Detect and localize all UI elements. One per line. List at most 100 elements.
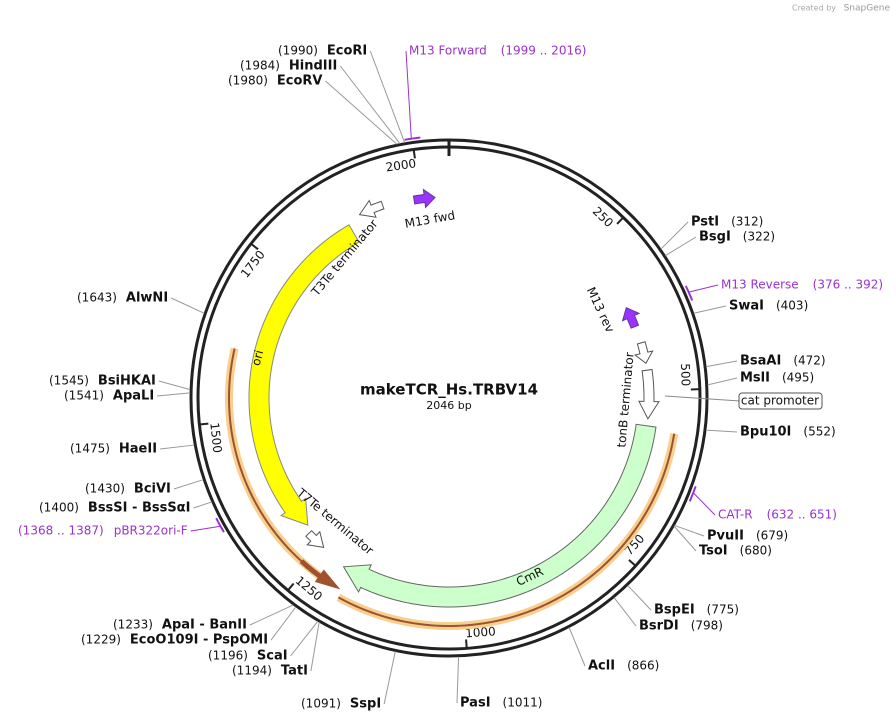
- enzyme-leader: [674, 524, 705, 537]
- enzyme-site: (1194): [232, 664, 272, 678]
- feature-label: cat promoter: [741, 394, 819, 408]
- enzyme-site: (1643): [77, 291, 117, 305]
- ring-outer: [189, 138, 709, 658]
- primer-site: [688, 485, 697, 502]
- enzyme-name: TsoI: [699, 544, 728, 559]
- plasmid-name: makeTCR_Hs.TRBV14: [360, 381, 538, 399]
- primer-range: (1368 .. 1387): [18, 524, 104, 538]
- enzyme-site: (1984): [240, 59, 280, 73]
- primer-name: M13 Forward: [409, 44, 487, 58]
- enzyme-leader: [369, 50, 406, 143]
- enzyme-site: (552): [803, 425, 835, 439]
- tick-label: 1750: [238, 248, 268, 281]
- feature-leader: [664, 395, 741, 402]
- primer-leader: [688, 284, 719, 293]
- primer-range: (376 .. 392): [813, 278, 883, 292]
- enzyme-name: EcoRV: [277, 74, 323, 89]
- enzyme-site: (1011): [503, 696, 543, 710]
- enzyme-site: (1430): [85, 482, 125, 496]
- enzyme-name: MslI: [740, 371, 770, 386]
- tick-mark: [287, 582, 295, 592]
- enzyme-leader: [325, 80, 398, 145]
- enzyme-leader: [383, 651, 396, 705]
- enzyme-leader: [627, 585, 652, 611]
- primer-range: (632 .. 651): [767, 508, 837, 522]
- enzyme-name: HindIII: [289, 59, 337, 74]
- enzyme-site: (1545): [49, 374, 89, 388]
- enzyme-name: AclI: [588, 659, 615, 674]
- enzyme-name: EcoRI: [327, 44, 367, 59]
- enzyme-site: (866): [627, 659, 659, 673]
- enzyme-name: ScaI: [257, 649, 288, 664]
- enzyme-name: BsaAI: [740, 354, 781, 369]
- enzyme-name: SspI: [350, 697, 381, 712]
- enzyme-leader: [158, 380, 191, 391]
- enzyme-leader: [310, 622, 320, 672]
- tick-label: 500: [678, 363, 693, 386]
- enzyme-name: BciVI: [134, 482, 171, 497]
- feature-label: M13 fwd: [404, 208, 457, 231]
- primer-arrow: [299, 559, 341, 590]
- enzyme-leader: [706, 360, 738, 368]
- enzyme-leader: [707, 377, 738, 386]
- tonb-arrow: [633, 341, 654, 365]
- cmr-arrow: [342, 423, 657, 608]
- primer-name: CAT-R: [718, 508, 753, 522]
- enzyme-name: SwaI: [729, 299, 764, 314]
- primer-arc-core: [227, 348, 327, 582]
- tick-mark: [616, 216, 625, 225]
- plasmid-length: 2046 bp: [426, 399, 471, 412]
- enzyme-leader: [157, 392, 191, 397]
- enzyme-name: ApaI - BanII: [162, 618, 247, 633]
- feature-label: tonB terminator: [614, 352, 636, 448]
- enzyme-leader: [705, 429, 738, 433]
- enzyme-name: TatI: [281, 664, 308, 679]
- tick-mark: [465, 639, 468, 649]
- primer-range: (1999 .. 2016): [501, 44, 587, 58]
- enzyme-leader: [660, 221, 689, 250]
- enzyme-site: (1233): [113, 618, 153, 632]
- feature-box: [738, 392, 823, 410]
- enzyme-site: (495): [782, 371, 814, 385]
- enzyme-leader: [613, 597, 637, 627]
- enzyme-site: (1990): [278, 44, 318, 58]
- t3te-arrow: [358, 199, 385, 218]
- enzyme-leader: [170, 297, 205, 314]
- enzyme-leader: [270, 606, 297, 641]
- enzyme-leader: [568, 627, 586, 667]
- m13rev-arrow: [621, 306, 641, 329]
- primer-name: pBR322ori-F: [114, 524, 188, 538]
- enzyme-name: PvuII: [707, 529, 744, 544]
- enzyme-name: Bpu10I: [740, 425, 791, 440]
- enzyme-site: (1475): [70, 442, 110, 456]
- enzyme-leader: [665, 236, 697, 257]
- enzyme-site: (1980): [228, 74, 268, 88]
- primer-leader: [190, 525, 221, 532]
- feature-label: ori: [249, 349, 267, 368]
- tonb-arrow: [638, 368, 660, 420]
- tick-label: 2000: [385, 156, 417, 174]
- enzyme-leader: [290, 620, 319, 657]
- primer-site: [684, 285, 694, 301]
- enzyme-site: (322): [743, 230, 775, 244]
- primer-leader: [692, 492, 716, 516]
- m13fwd-arrow: [412, 188, 436, 209]
- primer-site: [215, 517, 225, 533]
- enzyme-name: BsgI: [699, 230, 731, 245]
- t7te-arrow: [305, 529, 325, 548]
- tick-mark: [412, 149, 416, 159]
- enzyme-name: PasI: [460, 696, 491, 711]
- ori-arrow: [248, 224, 360, 526]
- enzyme-site: (775): [707, 603, 739, 617]
- enzyme-leader: [693, 305, 727, 314]
- enzyme-name: ApaLI: [113, 389, 154, 404]
- enzyme-site: (1091): [301, 697, 341, 711]
- enzyme-name: PstI: [691, 215, 719, 230]
- enzyme-site: (679): [756, 529, 788, 543]
- enzyme-leader: [249, 604, 294, 626]
- enzyme-site: (472): [793, 354, 825, 368]
- enzyme-name: BspEI: [654, 603, 695, 618]
- enzyme-leader: [160, 444, 195, 450]
- tick-mark: [628, 559, 637, 567]
- primer-arc-core: [337, 433, 676, 628]
